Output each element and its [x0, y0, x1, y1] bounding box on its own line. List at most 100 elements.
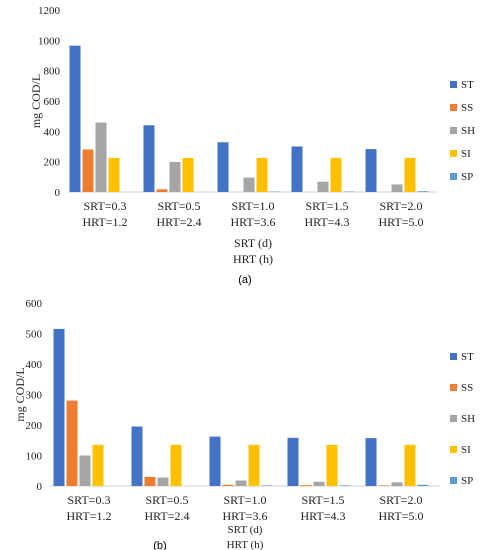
x-category-label: SRT=2.0	[379, 199, 422, 213]
bar-st-3	[209, 436, 221, 486]
bar-si-2	[170, 444, 182, 486]
chart-panel-b: 0 100 200 300 400 500 600 mg COD/L SRT=0.3 HRT=1.…	[13, 298, 475, 550]
y-tick-label: 100	[26, 451, 43, 463]
bar-sh-3	[235, 480, 247, 486]
x-category-label: HRT=3.6	[230, 215, 275, 229]
bar-st-5	[365, 438, 377, 486]
x-category-label: SRT=0.5	[157, 199, 200, 213]
y-axis-label: mg COD/L	[13, 367, 27, 421]
legend-label-st: ST	[461, 79, 474, 91]
bar-sh-2	[169, 161, 181, 192]
bar-ss-4	[300, 485, 312, 486]
bar-sh-3	[243, 177, 255, 192]
bar-si-3	[256, 157, 268, 192]
bar-st-4	[287, 437, 299, 486]
bar-si-4	[330, 157, 342, 192]
x-category-label: HRT=5.0	[378, 509, 423, 523]
bar-ss-5	[378, 485, 390, 486]
x-category-label: SRT=0.5	[145, 493, 188, 507]
bar-sh-1	[79, 455, 91, 486]
y-tick-label: 300	[26, 390, 43, 402]
legend-label-sh: SH	[461, 413, 475, 425]
legend-swatch-ss	[450, 104, 457, 111]
bar-sp-5	[417, 484, 429, 486]
x-category-label: HRT=3.6	[222, 509, 267, 523]
legend-label-si: SI	[461, 444, 471, 456]
legend-label-sp: SP	[461, 475, 473, 487]
bar-ss-1	[82, 149, 94, 192]
x-category-label: HRT=2.4	[156, 215, 201, 229]
y-tick-label: 600	[44, 96, 61, 108]
legend-label-sh: SH	[461, 125, 475, 137]
bar-sh-5	[391, 482, 403, 486]
x-category-label: SRT=1.5	[305, 199, 348, 213]
legend-swatch-sp	[450, 477, 457, 484]
legend-swatch-ss	[450, 384, 457, 391]
legend-swatch-st	[450, 81, 457, 88]
x-category-label: SRT=1.5	[301, 493, 344, 507]
x-category-label: HRT=5.0	[378, 215, 423, 229]
y-tick-label: 400	[44, 126, 61, 138]
x-category-label: HRT=4.3	[304, 215, 349, 229]
bar-sh-4	[313, 481, 325, 486]
bar-sp-5	[417, 191, 429, 192]
bar-sp-3	[261, 485, 273, 486]
x-category-label: SRT=2.0	[379, 493, 422, 507]
bar-ss-3	[222, 484, 234, 486]
legend-swatch-si	[450, 446, 457, 453]
x-axis-label: HRT (h)	[233, 252, 273, 266]
x-category-label: SRT=0.3	[67, 493, 110, 507]
x-category-label: HRT=4.3	[300, 509, 345, 523]
bar-si-1	[108, 157, 120, 192]
y-tick-label: 200	[44, 157, 61, 169]
x-category-label: SRT=1.0	[231, 199, 274, 213]
x-category-label: HRT=1.2	[82, 215, 127, 229]
legend-swatch-sh	[450, 127, 457, 134]
y-tick-label: 1000	[38, 35, 61, 47]
legend-swatch-sh	[450, 415, 457, 422]
legend-label-ss: SS	[461, 102, 473, 114]
legend-swatch-sp	[450, 173, 457, 180]
y-tick-label: 200	[26, 420, 43, 432]
chart-panel-a: 0 200 400 600 800 1000 1200 mg COD/L SRT=0.3 HRT=…	[29, 5, 475, 286]
bar-st-1	[69, 45, 81, 193]
bar-si-1	[92, 444, 104, 486]
bar-ss-2	[156, 189, 168, 192]
y-tick-label: 500	[26, 329, 43, 341]
bar-ss-2	[144, 476, 156, 486]
bar-st-3	[217, 142, 229, 192]
bar-si-3	[248, 444, 260, 486]
bar-si-4	[326, 444, 338, 486]
x-category-label: SRT=1.0	[223, 493, 266, 507]
bar-st-5	[365, 149, 377, 192]
legend-swatch-si	[450, 150, 457, 157]
bar-si-2	[182, 157, 194, 192]
y-tick-label: 0	[37, 481, 43, 493]
bar-sh-1	[95, 122, 107, 192]
legend-label-si: SI	[461, 148, 471, 160]
bar-st-4	[291, 146, 303, 192]
y-tick-label: 600	[26, 298, 43, 310]
bar-ss-1	[66, 400, 78, 486]
legend-label-sp: SP	[461, 171, 473, 183]
y-tick-label: 400	[26, 359, 43, 371]
legend-swatch-st	[450, 353, 457, 360]
y-axis-label: mg COD/L	[29, 74, 43, 128]
bar-sp-4	[339, 485, 351, 486]
panel-caption: (b)	[153, 540, 166, 550]
bar-sh-2	[157, 477, 169, 486]
x-axis-label: HRT (h)	[227, 539, 264, 550]
x-axis-label: SRT (d)	[228, 524, 263, 536]
bar-sh-5	[391, 184, 403, 192]
bar-si-5	[404, 444, 416, 486]
bar-st-1	[53, 328, 65, 486]
legend-label-ss: SS	[461, 382, 473, 394]
legend-label-st: ST	[461, 351, 474, 363]
x-category-label: HRT=1.2	[66, 509, 111, 523]
bar-st-2	[143, 125, 155, 192]
bar-si-5	[404, 157, 416, 192]
y-tick-label: 0	[55, 187, 61, 199]
y-tick-label: 800	[44, 66, 61, 78]
x-category-label: HRT=2.4	[144, 509, 189, 523]
